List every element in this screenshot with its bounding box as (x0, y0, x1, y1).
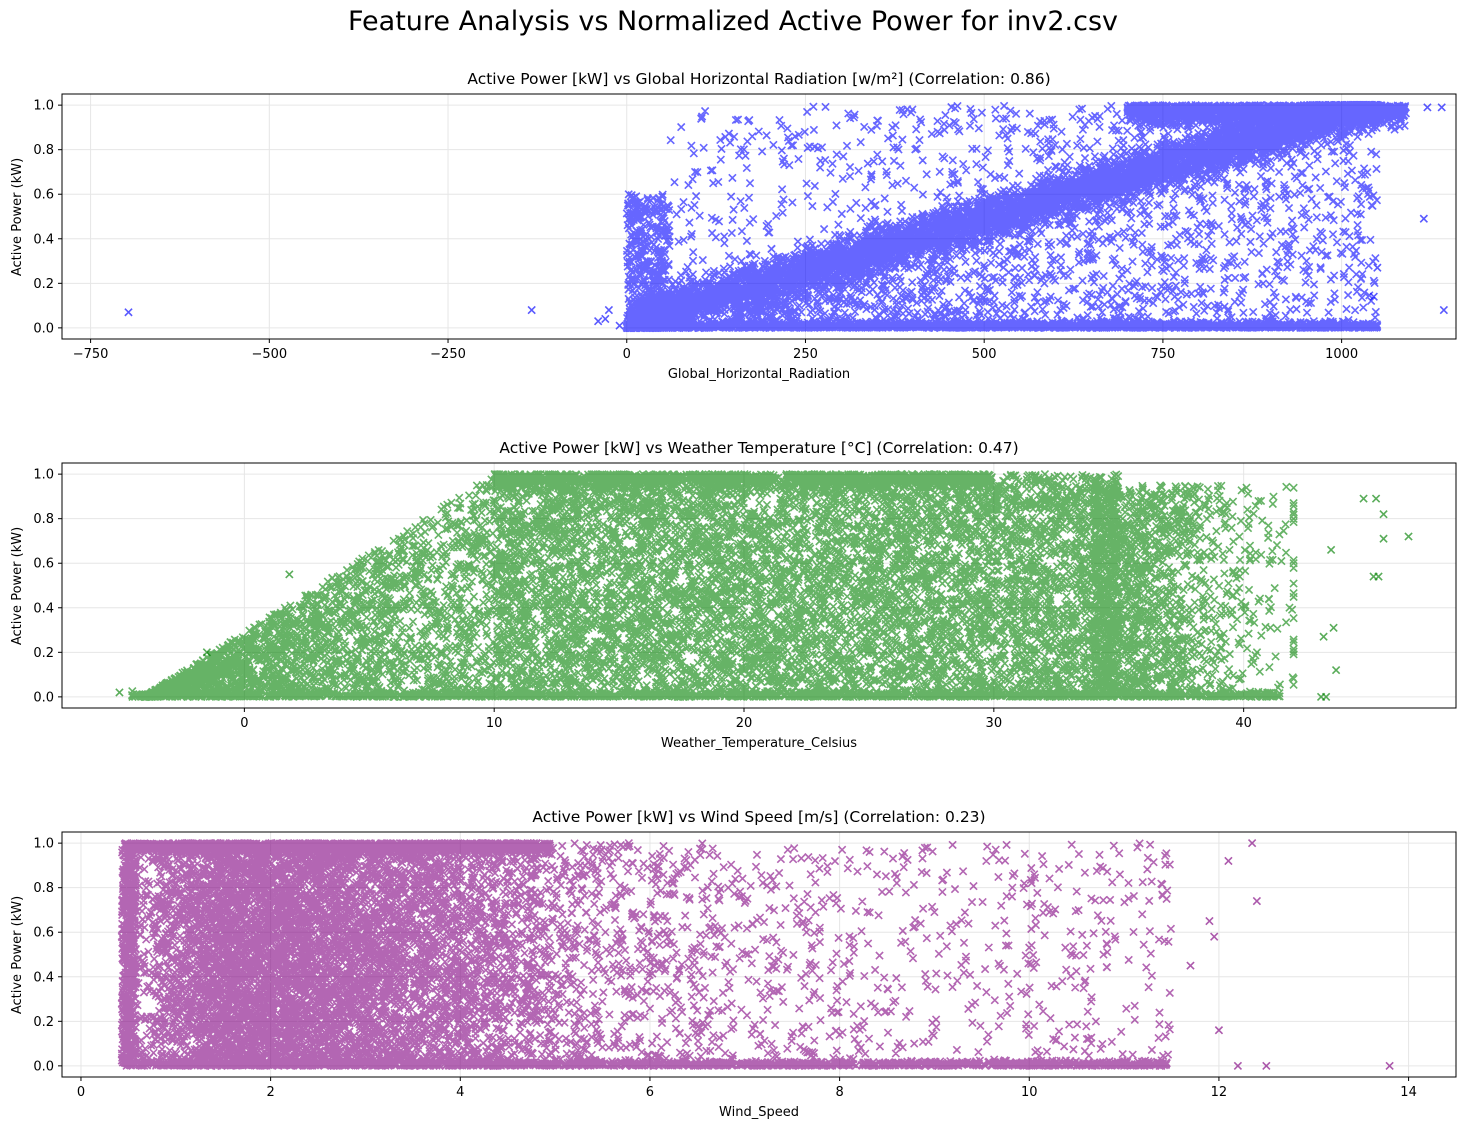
x-axis-label: Weather_Temperature_Celsius (660, 736, 858, 751)
scatter-point (1385, 1061, 1394, 1071)
scatter-point (115, 688, 124, 697)
x-tick-label: 30 (986, 716, 1003, 731)
x-tick-label: −500 (251, 347, 287, 362)
y-tick-label: 1.0 (33, 837, 54, 852)
scatter-point (615, 321, 624, 330)
y-tick-label: 0.8 (33, 512, 54, 527)
x-tick-label: 0 (623, 347, 631, 362)
axes-frame (61, 462, 1457, 709)
scatter-point (1379, 510, 1388, 519)
scatter-point (1371, 494, 1381, 503)
y-tick-label: 0.0 (33, 321, 54, 336)
scatter-point (1423, 103, 1432, 112)
subplot-wind-speed: Active Power [kW] vs Wind Speed [m/s] (C… (0, 803, 1466, 1133)
scatter-point (1374, 572, 1383, 581)
y-tick-label: 0.6 (33, 926, 54, 941)
scatter-cloud (117, 838, 1176, 1071)
scatter-point (1331, 665, 1341, 675)
x-tick-label: 2 (266, 1085, 274, 1100)
scatter-point (1210, 932, 1219, 941)
scatter-point (1233, 1061, 1243, 1071)
scatter-point (1369, 292, 1378, 301)
x-tick-label: 500 (972, 347, 997, 362)
x-tick-label: 14 (1400, 1085, 1417, 1100)
scatter-point (1359, 494, 1368, 503)
x-tick-label: 1000 (1325, 347, 1358, 362)
scatter-point (1262, 1061, 1271, 1071)
scatter-point (604, 305, 614, 315)
x-tick-label: 12 (1211, 1085, 1228, 1100)
axes-frame (61, 831, 1457, 1078)
scatter-point (593, 317, 603, 326)
y-tick-label: 0.8 (33, 881, 54, 896)
scatter-point (1252, 896, 1262, 906)
scatter-point (1437, 103, 1446, 112)
scatter-point (124, 308, 133, 317)
scatter-point (202, 648, 212, 657)
scatter-point (1319, 632, 1328, 641)
scatter-series (124, 100, 1449, 333)
x-tick-label: 6 (646, 1085, 654, 1100)
scatter-point (1404, 532, 1413, 541)
x-tick-label: −750 (73, 347, 109, 362)
scatter-point (601, 314, 610, 324)
scatter-point (1329, 623, 1338, 632)
y-tick-label: 1.0 (33, 468, 54, 483)
scatter-series (117, 838, 1394, 1071)
y-tick-label: 0.0 (33, 690, 54, 705)
y-tick-label: 0.2 (33, 1015, 54, 1030)
axes-frame (61, 93, 1457, 340)
subplot-radiation: Active Power [kW] vs Global Horizontal R… (0, 65, 1466, 395)
figure-title: Feature Analysis vs Normalized Active Po… (347, 6, 1119, 37)
scatter-point (1214, 1026, 1224, 1035)
plot-area-svg: 0 2 4 6 8 10 12 14 0.0 0.2 0.4 0.6 0.8 1.0 (33, 831, 1457, 1100)
y-tick-label: 0.4 (33, 970, 54, 985)
scatter-point (285, 570, 294, 579)
x-tick-label: 4 (456, 1085, 464, 1100)
scatter-point (1419, 214, 1428, 223)
scatter-point (527, 305, 536, 315)
subplot-title: Active Power [kW] vs Weather Temperature… (499, 439, 1019, 457)
scatter-point (1224, 856, 1233, 866)
subplot-temperature: Active Power [kW] vs Weather Temperature… (0, 434, 1466, 764)
y-tick-label: 0.2 (33, 277, 54, 292)
x-tick-label: 250 (793, 347, 818, 362)
subplot-title: Active Power [kW] vs Wind Speed [m/s] (C… (532, 808, 986, 826)
y-tick-label: 0.4 (33, 232, 54, 247)
x-tick-label: 10 (1021, 1085, 1038, 1100)
x-tick-label: −250 (430, 347, 466, 362)
x-tick-label: 40 (1235, 716, 1252, 731)
y-tick-label: 0.0 (33, 1059, 54, 1074)
y-tick-label: 0.8 (33, 143, 54, 158)
y-tick-label: 0.6 (33, 557, 54, 572)
y-tick-label: 0.2 (33, 646, 54, 661)
y-tick-label: 0.6 (33, 188, 54, 203)
x-tick-label: 10 (486, 716, 503, 731)
plot-area-svg: −750 −500 −250 0 250 500 750 1000 0.0 0.2 0.4 0.6 0.… (33, 93, 1457, 362)
x-tick-label: 8 (835, 1085, 843, 1100)
scatter-series (115, 469, 1413, 702)
x-tick-label: 20 (736, 716, 753, 731)
x-axis-label: Wind_Speed (719, 1105, 799, 1120)
scatter-point (1326, 545, 1336, 555)
x-tick-label: 0 (240, 716, 248, 731)
scatter-cloud (622, 100, 1411, 333)
scatter-point (1439, 305, 1449, 315)
scatter-point (1205, 916, 1214, 926)
x-tick-label: 750 (1150, 347, 1175, 362)
scatter-cloud (127, 469, 1298, 702)
scatter-point (1321, 692, 1331, 702)
x-tick-label: 0 (77, 1085, 85, 1100)
plot-area-svg: 0 10 20 30 40 0.0 0.2 0.4 0.6 0.8 1.0 (33, 462, 1457, 731)
subplot-title: Active Power [kW] vs Global Horizontal R… (467, 70, 1051, 88)
scatter-point (1247, 838, 1257, 848)
y-tick-label: 0.4 (33, 601, 54, 616)
scatter-point (1186, 961, 1195, 970)
x-axis-label: Global_Horizontal_Radiation (667, 367, 851, 382)
y-tick-label: 1.0 (33, 99, 54, 114)
scatter-point (1373, 263, 1382, 272)
scatter-point (1379, 534, 1388, 543)
